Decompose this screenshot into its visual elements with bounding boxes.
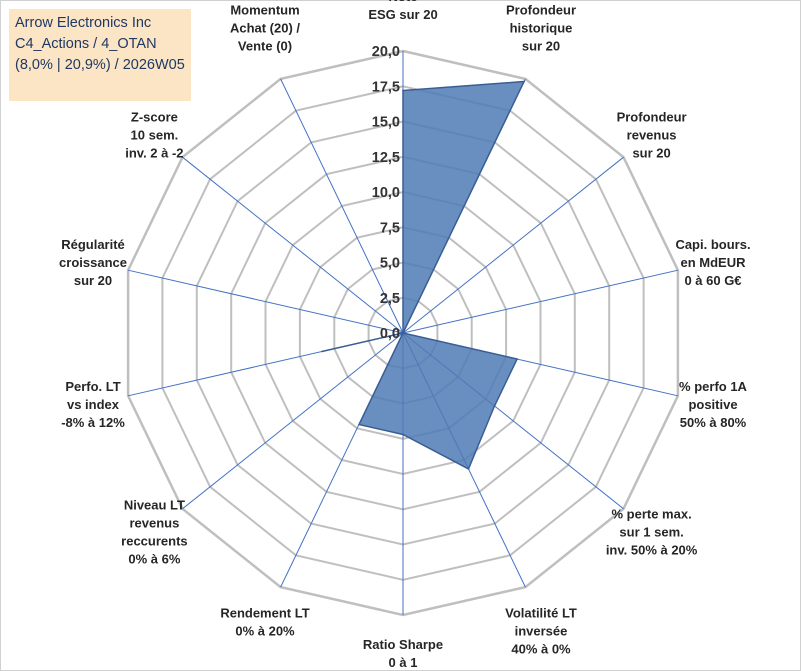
axis-label: Volatilité LT inversée 40% à 0% (505, 606, 577, 657)
axis-label: Capi. bours. en MdEUR 0 à 60 G€ (675, 237, 750, 288)
axis-label: Momentum Achat (20) / Vente (0) (230, 3, 300, 54)
radial-tick-label: 0,0 (380, 326, 400, 342)
axis-label: Z-score 10 sem. inv. 2 à -2 (125, 110, 183, 161)
company-name: Arrow Electronics Inc (15, 15, 152, 31)
axis-label: Perfo. LT vs index -8% à 12% (61, 379, 125, 430)
radial-tick-label: 17,5 (372, 79, 400, 95)
axis-spoke (182, 156, 404, 334)
radial-tick-label: 2,5 (380, 291, 400, 307)
data-point (321, 350, 323, 353)
radial-tick-label: 5,0 (380, 256, 400, 272)
axis-label: Profondeur historique sur 20 (506, 3, 576, 54)
axis-spoke (280, 78, 404, 334)
radial-tick-label: 10,0 (372, 185, 400, 201)
radar-series (321, 80, 526, 470)
axis-label: Rendement LT 0% à 20% (220, 606, 309, 639)
axis-label: % perfo 1A positive 50% à 80% (679, 379, 748, 430)
radial-tick-label: 15,0 (372, 115, 400, 131)
series-area (321, 80, 526, 470)
data-point (516, 358, 518, 360)
radial-tick-label: 7,5 (380, 220, 400, 236)
data-point (402, 332, 404, 334)
radial-tick-label: 12,5 (372, 150, 400, 166)
axis-spoke (127, 269, 404, 334)
chart-title-box: Arrow Electronics Inc C4_Actions / 4_OTA… (9, 9, 191, 101)
axis-label: Ratio Sharpe 0 à 1 (363, 637, 443, 670)
data-point (358, 423, 360, 426)
category-label: C4_Actions / 4_OTAN (15, 36, 157, 52)
axis-spoke (402, 156, 624, 334)
axis-label: NoteESG sur 20 (368, 0, 437, 22)
data-point (523, 80, 525, 83)
data-point (493, 405, 496, 407)
axis-label: Niveau LT revenus reccurents 0% à 6% (121, 497, 187, 566)
axis-label: Profondeur revenus sur 20 (617, 110, 687, 161)
axis-spoke (402, 269, 679, 334)
radial-tick-label: 20,0 (372, 44, 400, 60)
axis-spoke (182, 332, 404, 510)
data-point (402, 433, 404, 436)
axis-label: % perte max. sur 1 sem. inv. 50% à 20% (606, 506, 698, 557)
data-point (467, 468, 470, 470)
axis-label: Régularité croissance sur 20 (59, 237, 127, 288)
score-period-label: (8,0% | 20,9%) / 2026W05 (15, 57, 185, 73)
data-point (402, 89, 404, 92)
radial-tick-labels: 0,0 2,5 5,0 7,5 10,0 12,5 15,0 17,5 20,0 (372, 44, 400, 342)
